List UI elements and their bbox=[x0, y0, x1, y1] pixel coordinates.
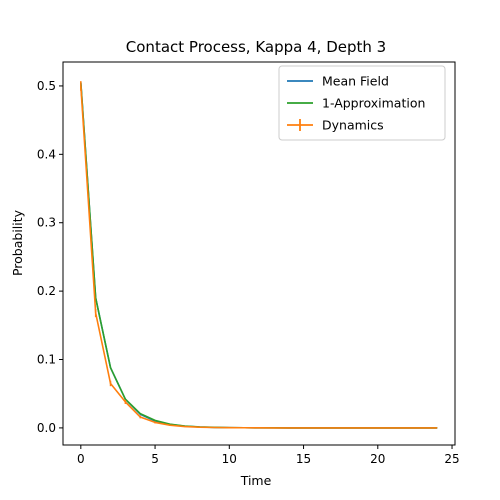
legend-label: Dynamics bbox=[322, 118, 384, 133]
legend-box bbox=[278, 65, 446, 141]
x-tick-label: 15 bbox=[296, 452, 311, 466]
x-tick-label: 0 bbox=[77, 452, 85, 466]
y-tick-label: 0.3 bbox=[37, 216, 56, 230]
legend-label: 1-Approximation bbox=[322, 96, 425, 111]
x-axis-label: Time bbox=[240, 473, 272, 488]
chart-title: Contact Process, Kappa 4, Depth 3 bbox=[126, 38, 386, 56]
y-tick-label: 0.2 bbox=[37, 284, 56, 298]
legend: Mean Field 1-Approximation Dynamics bbox=[278, 65, 446, 141]
x-tick-label: 5 bbox=[151, 452, 159, 466]
x-tick-label: 25 bbox=[444, 452, 459, 466]
legend-item: Dynamics bbox=[287, 118, 384, 133]
y-tick-label: 0.4 bbox=[37, 147, 56, 161]
y-tick-label: 0.1 bbox=[37, 353, 56, 367]
plot-area: 0 5 10 15 20 25 0.0 0.1 0.2 0.3 0.4 0.5 bbox=[37, 61, 460, 466]
x-tick-label: 20 bbox=[370, 452, 385, 466]
y-tick-label: 0.0 bbox=[37, 421, 56, 435]
legend-item: Mean Field bbox=[287, 74, 389, 89]
y-axis-label: Probability bbox=[10, 209, 25, 276]
axes-frame bbox=[62, 61, 456, 446]
x-tick-label: 10 bbox=[222, 452, 237, 466]
legend-label: Mean Field bbox=[322, 74, 389, 89]
series-line bbox=[80, 85, 438, 429]
legend-item: 1-Approximation bbox=[287, 96, 425, 111]
series-3 bbox=[80, 81, 438, 429]
y-tick-label: 0.5 bbox=[37, 79, 56, 93]
